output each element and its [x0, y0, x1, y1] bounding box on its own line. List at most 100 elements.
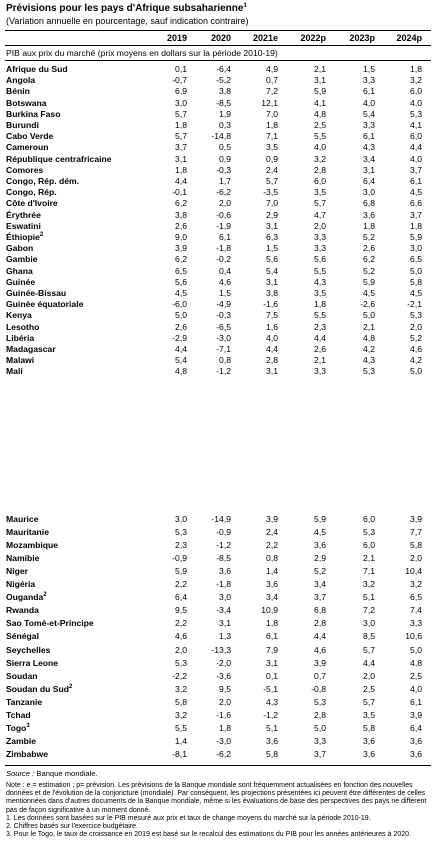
row-name-text: Sao Tomé-et-Principe: [6, 618, 94, 629]
cell: 0,7: [314, 670, 326, 681]
cell: 3,1: [266, 657, 278, 668]
cell: 5,2: [363, 265, 375, 276]
cell: 6,5: [410, 254, 422, 265]
row-name: Rwanda: [6, 605, 39, 615]
cell: 5,0: [410, 366, 422, 377]
row-name-text: Eswatini: [6, 220, 41, 231]
title: Prévisions pour les pays d'Afrique subsa…: [6, 3, 247, 14]
cell: 4,5: [410, 187, 422, 198]
cell: 6,0: [363, 514, 375, 524]
cell: 4,0: [410, 683, 422, 694]
column-header: 2023p: [349, 33, 375, 43]
cell: 0,1: [175, 64, 187, 74]
cell: -0,3: [216, 310, 231, 321]
cell: 2,1: [363, 321, 375, 332]
row-name: Érythrée: [6, 210, 41, 220]
cell: -3,0: [216, 332, 231, 343]
cell: 5,9: [410, 232, 422, 242]
row-name: Mali: [6, 366, 23, 376]
cell: 7,0: [266, 108, 278, 119]
cell: 5,0: [175, 310, 187, 321]
cell: 4,8: [314, 108, 326, 119]
cell: 0,8: [266, 553, 278, 564]
cell: 3,9: [410, 514, 422, 524]
cell: 7,9: [266, 644, 278, 655]
cell: 4,4: [175, 176, 187, 186]
cell: 5,7: [175, 108, 187, 119]
cell: 7,4: [410, 605, 422, 616]
cell: 3,0: [363, 187, 375, 198]
cell: 2,8: [314, 709, 326, 720]
cell: 2,6: [314, 344, 326, 354]
row-name-text: Guinée-Bissau: [6, 288, 67, 298]
cell: 4,2: [363, 344, 375, 354]
row-name: Mauritanie: [6, 527, 49, 537]
row-name-text: Guinée équatoriale: [6, 299, 84, 310]
row-name-text: Ghana: [6, 265, 33, 276]
row-name: Seychelles: [6, 645, 50, 655]
cell: 12,1: [261, 97, 278, 108]
cell: -6,2: [216, 187, 231, 198]
cell: -14,8: [211, 131, 231, 142]
cell: 1,5: [363, 64, 375, 74]
cell: -8,5: [216, 97, 231, 108]
cell: 3,2: [410, 579, 422, 590]
cell: 4,4: [314, 332, 326, 343]
note: 1. Les données sont basées sur le PIB me…: [6, 814, 371, 822]
row-name: Guinée-Bissau: [6, 288, 66, 298]
cell: 6,8: [314, 605, 326, 616]
row-name: Guinée équatoriale: [6, 299, 83, 309]
cell: 3,5: [266, 142, 278, 153]
row-name-note: 2: [43, 592, 47, 599]
cell: 1,8: [219, 722, 231, 733]
cell: -3,0: [216, 735, 231, 746]
cell: 4,3: [363, 355, 375, 366]
row-name: République centrafricaine: [6, 154, 112, 164]
cell: 3,2: [175, 683, 187, 694]
rule: [5, 45, 431, 46]
cell: -3,5: [263, 187, 278, 198]
cell: 7,1: [266, 131, 278, 142]
cell: 7,7: [410, 527, 422, 538]
cell: 3,6: [363, 735, 375, 746]
row-name: Zimbabwe: [6, 749, 48, 759]
cell: -1,6: [216, 709, 231, 720]
cell: 3,6: [410, 735, 422, 746]
cell: 4,3: [363, 142, 375, 153]
cell: -0,7: [172, 75, 187, 86]
cell: 4,6: [410, 344, 422, 354]
cell: -6,5: [216, 321, 231, 332]
cell: 2,4: [266, 164, 278, 175]
cell: 5,9: [175, 566, 187, 577]
cell: 5,1: [363, 592, 375, 603]
cell: 6,1: [219, 232, 231, 242]
cell: 2,0: [219, 696, 231, 707]
cell: -8,5: [216, 553, 231, 564]
cell: 4,1: [314, 97, 326, 108]
cell: -5,1: [263, 683, 278, 694]
cell: 2,2: [175, 579, 187, 590]
row-name-text: Mauritanie: [6, 527, 49, 538]
notes: Note : e = estimation ; p= prévision. Le…: [6, 782, 430, 839]
cell: -0,3: [216, 164, 231, 175]
row-name-text: Sénégal: [6, 631, 39, 642]
cell: 5,3: [363, 527, 375, 538]
row-name: Sao Tomé-et-Principe: [6, 618, 94, 628]
cell: 9,5: [175, 605, 187, 616]
cell: 8,5: [363, 631, 375, 642]
cell: 5,8: [363, 722, 375, 733]
cell: 3,8: [266, 288, 278, 298]
cell: 2,9: [266, 209, 278, 220]
cell: 2,2: [266, 540, 278, 551]
cell: 4,4: [175, 344, 187, 354]
cell: 3,3: [363, 75, 375, 86]
cell: 6,2: [175, 254, 187, 265]
cell: -13,3: [211, 644, 231, 655]
cell: 3,0: [219, 592, 231, 603]
cell: 4,4: [314, 631, 326, 642]
cell: 2,0: [175, 644, 187, 655]
cell: 5,0: [410, 644, 422, 655]
row-name: Congo, Rép.: [6, 187, 57, 197]
cell: 5,7: [363, 696, 375, 707]
cell: 2,5: [363, 683, 375, 694]
